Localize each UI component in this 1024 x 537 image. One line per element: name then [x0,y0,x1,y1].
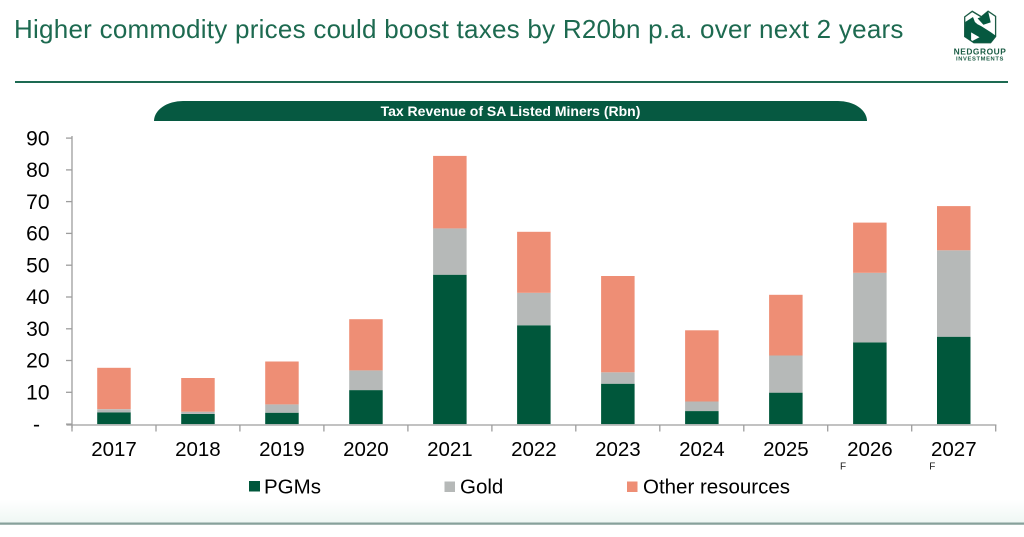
svg-text:2023: 2023 [595,438,641,461]
svg-text:10: 10 [26,382,49,405]
svg-text:2022: 2022 [511,438,557,461]
svg-text:2019: 2019 [259,438,305,461]
svg-text:80: 80 [26,159,49,182]
svg-text:20: 20 [26,350,49,373]
svg-text:F: F [840,462,846,473]
svg-text:30: 30 [26,318,49,341]
svg-text:90: 90 [26,127,49,150]
svg-text:F: F [929,462,935,473]
svg-text:NEDGROUP: NEDGROUP [954,47,1007,57]
svg-text:2018: 2018 [175,438,221,461]
svg-text:50: 50 [26,254,49,277]
svg-text:2024: 2024 [679,438,725,461]
svg-text:2025: 2025 [763,438,809,461]
svg-text:Gold: Gold [460,476,503,499]
svg-text:60: 60 [26,223,49,246]
svg-text:2026: 2026 [847,438,893,461]
svg-text:2020: 2020 [343,438,389,461]
svg-text:2021: 2021 [427,438,473,461]
svg-text:INVESTMENTS: INVESTMENTS [956,56,1004,62]
svg-text:70: 70 [26,191,49,214]
svg-text:2017: 2017 [91,438,137,461]
svg-text:-: - [33,413,40,436]
svg-text:Other resources: Other resources [643,476,790,499]
svg-text:40: 40 [26,286,49,309]
svg-text:PGMs: PGMs [264,476,321,499]
svg-text:2027: 2027 [931,438,977,461]
